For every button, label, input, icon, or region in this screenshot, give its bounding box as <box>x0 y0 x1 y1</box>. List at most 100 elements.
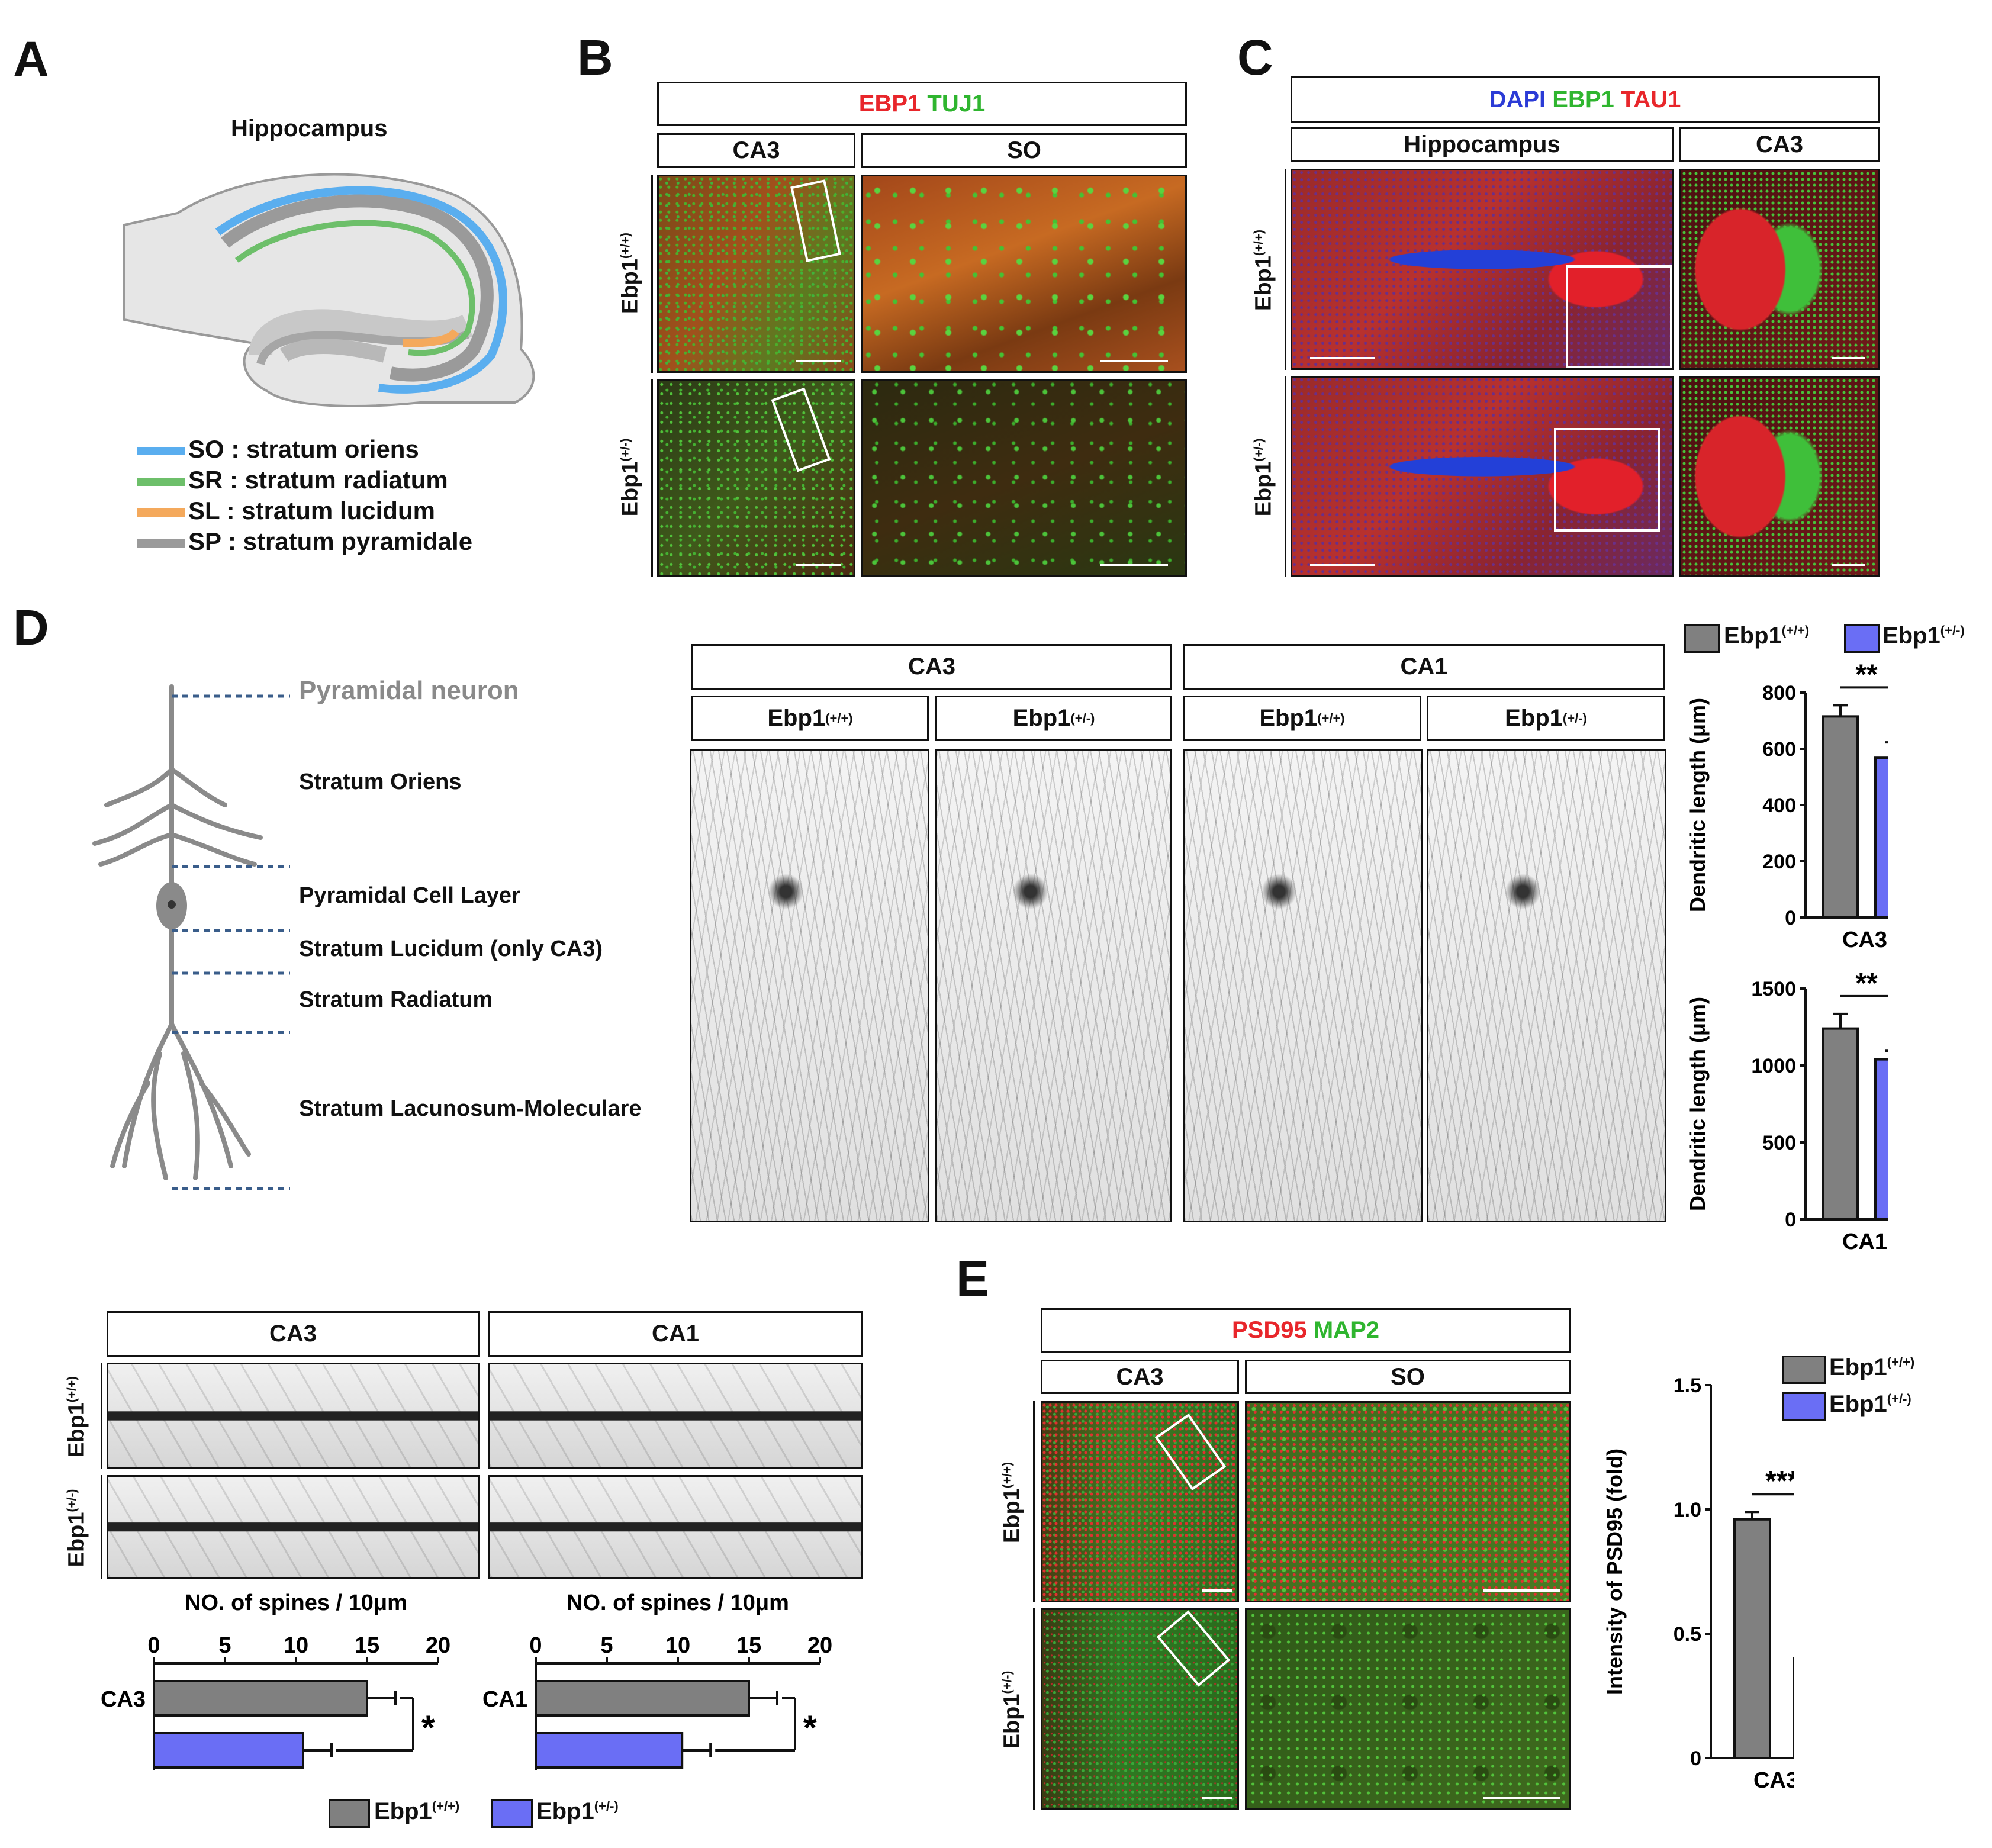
y-tick-label: 1.5 <box>1674 1374 1701 1397</box>
spine-row-wt: Ebp1(+/+) <box>64 1376 89 1458</box>
panel-b-row-wt: Ebp1(+/+) <box>617 232 643 314</box>
significance-label: *** <box>1765 1466 1794 1497</box>
b-ca3-wt-image <box>657 175 855 373</box>
layer-pyramidal-neuron: Pyramidal neuron <box>299 676 519 705</box>
x-tick-label: 15 <box>355 1633 379 1658</box>
bar <box>535 1732 684 1769</box>
scale-bar <box>1100 564 1168 566</box>
legend-swatch-het <box>1844 624 1880 653</box>
pyramidal-neuron-diagram <box>92 684 263 1180</box>
x-tick-label: 10 <box>665 1633 690 1658</box>
category-label: CA1 <box>482 1687 527 1712</box>
e-ca3-wt-image <box>1041 1401 1239 1602</box>
panel-e-row-wt: Ebp1(+/+) <box>999 1461 1025 1544</box>
panel-b-col-ca3: CA3 <box>657 133 855 168</box>
layer-stratum-oriens: Stratum Oriens <box>299 770 462 794</box>
bar <box>153 1732 304 1769</box>
scale-bar <box>1202 1797 1232 1799</box>
ebp1-stain-label: EBP1 <box>858 91 921 117</box>
chart-title: NO. of spines / 10μm <box>185 1591 407 1615</box>
panel-label-a: A <box>13 31 49 87</box>
significance-label: * <box>803 1709 817 1747</box>
chart-title: NO. of spines / 10μm <box>567 1591 789 1615</box>
c-hippocampus-het-image <box>1291 376 1674 577</box>
y-tick-label: 0 <box>1785 907 1796 929</box>
x-tick-label: 5 <box>600 1633 613 1658</box>
tuj1-stain-label: TUJ1 <box>927 91 986 117</box>
scale-bar <box>1100 360 1168 362</box>
c-ca3-wt-image <box>1679 169 1880 370</box>
roi-box <box>1566 265 1672 368</box>
y-tick-label: 1500 <box>1751 978 1796 1000</box>
y-tick-label: 0 <box>1690 1747 1701 1770</box>
legend-text-sp: SP : stratum pyramidale <box>188 527 473 555</box>
e-so-het-image <box>1245 1608 1571 1810</box>
x-tick-label: 10 <box>284 1633 308 1658</box>
panel-e-col-so: SO <box>1245 1360 1571 1394</box>
golgi-ca1-wt-image <box>1183 749 1423 1222</box>
panel-c-row1-line <box>1285 169 1286 370</box>
spine-ca3-wt-image <box>107 1363 480 1469</box>
legend-het-label: Ebp1(+/-) <box>1829 1391 1911 1417</box>
roi-box <box>1156 1610 1231 1687</box>
legend-swatch-sr <box>137 478 185 486</box>
x-tick-label: 15 <box>736 1633 761 1658</box>
hippocampus-schematic <box>123 173 535 407</box>
scale-bar <box>796 564 841 566</box>
bar <box>1822 1027 1859 1221</box>
legend-swatch-wt <box>1782 1356 1826 1384</box>
ebp1-stain-label: EBP1 <box>1552 86 1614 112</box>
y-tick-label: 0.5 <box>1674 1623 1701 1646</box>
panel-e-row2-line <box>1033 1608 1035 1810</box>
y-tick-label: 1.0 <box>1674 1499 1701 1521</box>
panel-b-col-so: SO <box>861 133 1187 168</box>
layer-stratum-lucidum: Stratum Lucidum (only CA3) <box>299 936 603 961</box>
significance-label: * <box>421 1709 435 1747</box>
panel-c-row-wt: Ebp1(+/+) <box>1251 229 1276 311</box>
layer-boundary-lines <box>172 694 290 1190</box>
y-tick-label: 400 <box>1762 794 1796 817</box>
panel-b-row-het: Ebp1(+/-) <box>617 438 643 517</box>
golgi-group-ca1: CA1 <box>1183 644 1665 690</box>
roi-box <box>1154 1413 1227 1491</box>
y-axis-label: Dendritic length (μm) <box>1685 997 1710 1211</box>
significance-label: ** <box>1855 663 1878 690</box>
legend-swatch-sl <box>137 508 185 517</box>
legend-swatch-sp <box>137 539 185 548</box>
y-axis-label: Dendritic length (μm) <box>1685 698 1710 912</box>
significance-label: ** <box>1855 968 1878 999</box>
layer-stratum-radiatum: Stratum Radiatum <box>299 987 493 1012</box>
panel-label-b: B <box>577 30 613 85</box>
spine-col-ca1: CA1 <box>488 1311 863 1357</box>
bar <box>1874 1058 1888 1221</box>
legend-text-so: SO : stratum oriens <box>188 435 419 463</box>
legend-het-label: Ebp1(+/-) <box>536 1798 619 1824</box>
e-so-wt-image <box>1245 1401 1571 1602</box>
spines-ca1-chart: NO. of spines / 10μm 0 5 10 15 20 * CA1 <box>482 1591 832 1770</box>
scale-bar <box>1483 1797 1560 1799</box>
bar <box>1822 715 1859 919</box>
layer-stratum-lacunosum: Stratum Lacunosum-Moleculare <box>299 1096 642 1121</box>
map2-stain-label: MAP2 <box>1313 1317 1379 1343</box>
panel-b-row2-line <box>651 379 653 577</box>
golgi-sub-ca3-het: Ebp1 (+/-) <box>935 696 1172 741</box>
dapi-stain-label: DAPI <box>1489 86 1546 112</box>
golgi-ca3-wt-image <box>690 749 929 1222</box>
scale-bar <box>1310 564 1375 566</box>
golgi-sub-ca3-wt: Ebp1 (+/+) <box>691 696 929 741</box>
bar <box>1733 1518 1771 1759</box>
y-axis-label: Intensity of PSD95 (fold) <box>1602 1448 1627 1695</box>
legend-text-sl: SL : stratum lucidum <box>188 497 435 524</box>
panel-c-row-het: Ebp1(+/-) <box>1251 438 1276 517</box>
roi-box <box>790 179 841 262</box>
panel-c-header: DAPI EBP1 TAU1 <box>1291 76 1880 123</box>
golgi-sub-ca1-wt: Ebp1 (+/+) <box>1183 696 1421 741</box>
golgi-ca3-het-image <box>935 749 1172 1222</box>
scale-bar <box>1202 1589 1232 1592</box>
y-tick-label: 0 <box>1785 1209 1796 1231</box>
tau1-stain-label: TAU1 <box>1620 86 1681 112</box>
y-tick-label: 500 <box>1762 1132 1796 1154</box>
scale-bar <box>1832 564 1865 566</box>
scale-bar <box>1832 357 1865 359</box>
